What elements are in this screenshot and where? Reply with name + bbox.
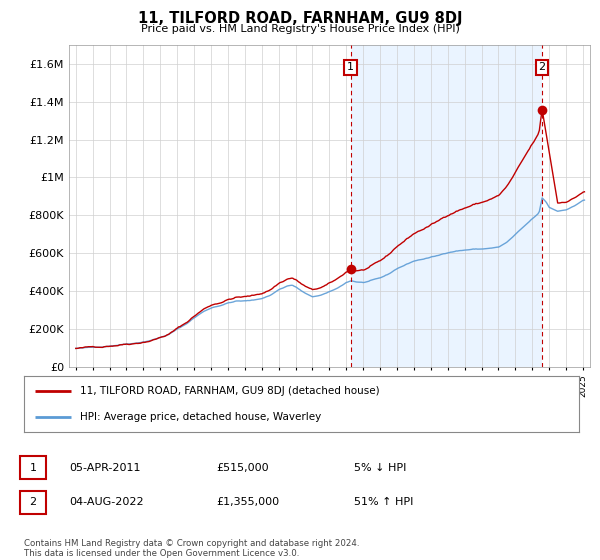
Text: 05-APR-2011: 05-APR-2011 <box>69 463 140 473</box>
Text: 51% ↑ HPI: 51% ↑ HPI <box>354 497 413 507</box>
Text: Price paid vs. HM Land Registry's House Price Index (HPI): Price paid vs. HM Land Registry's House … <box>140 24 460 34</box>
Text: 1: 1 <box>347 62 354 72</box>
Text: 11, TILFORD ROAD, FARNHAM, GU9 8DJ (detached house): 11, TILFORD ROAD, FARNHAM, GU9 8DJ (deta… <box>79 386 379 396</box>
Text: Contains HM Land Registry data © Crown copyright and database right 2024.
This d: Contains HM Land Registry data © Crown c… <box>24 539 359 558</box>
Text: 2: 2 <box>539 62 545 72</box>
Text: HPI: Average price, detached house, Waverley: HPI: Average price, detached house, Wave… <box>79 412 321 422</box>
Text: £515,000: £515,000 <box>216 463 269 473</box>
Text: 04-AUG-2022: 04-AUG-2022 <box>69 497 143 507</box>
Bar <box>350 45 542 367</box>
Text: 1: 1 <box>29 463 37 473</box>
Text: £1,355,000: £1,355,000 <box>216 497 279 507</box>
Text: 5% ↓ HPI: 5% ↓ HPI <box>354 463 406 473</box>
Text: 11, TILFORD ROAD, FARNHAM, GU9 8DJ: 11, TILFORD ROAD, FARNHAM, GU9 8DJ <box>138 11 462 26</box>
Text: 2: 2 <box>29 497 37 507</box>
